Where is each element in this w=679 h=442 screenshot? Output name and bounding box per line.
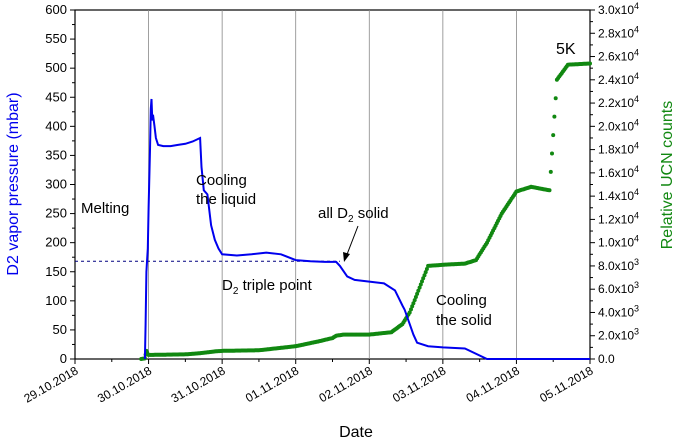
pressure-series	[143, 98, 590, 360]
annotation-cooling-solid-2: the solid	[436, 312, 492, 329]
y-left-tick-label: 450	[45, 89, 67, 104]
y-left-tick-label: 0	[60, 351, 67, 366]
annotation-all-d2-solid: all D2 solid	[318, 205, 389, 225]
annotation-melting: Melting	[81, 200, 129, 217]
x-tick-label: 01.11.2018	[243, 363, 302, 405]
x-tick-label: 05.11.2018	[537, 363, 596, 405]
annotation-arrow-line	[345, 225, 359, 258]
x-axis: 29.10.2018 30.10.2018 31.10.2018 01.11.2018…	[21, 359, 596, 406]
y-left-tick-label: 150	[45, 264, 67, 279]
y-left-tick-label: 400	[45, 118, 67, 133]
y-right-tick-label: 0.0	[598, 352, 615, 366]
ucn-point	[423, 270, 428, 275]
ucn-point	[416, 288, 421, 293]
ucn-point	[547, 188, 552, 193]
ucn-point	[418, 282, 423, 287]
annotation-cooling-liquid-1: Cooling	[196, 172, 247, 189]
y-right-tick-label: 2.4x104	[598, 71, 639, 87]
y-right-tick-label: 8.0x103	[598, 257, 639, 273]
annotation-cooling-liquid-2: the liquid	[196, 191, 256, 208]
y-right-tick-label: 2.6x104	[598, 48, 639, 64]
x-tick-label: 29.10.2018	[21, 363, 80, 405]
ucn-point	[421, 276, 426, 281]
y-right-tick-label: 1.4x104	[598, 187, 639, 203]
y-right-tick-label: 1.8x104	[598, 141, 639, 157]
ucn-point	[420, 279, 424, 284]
ucn-point	[407, 310, 412, 315]
x-tick-label: 31.10.2018	[169, 363, 228, 405]
y-left-tick-label: 600	[45, 2, 67, 17]
y-left-tick-label: 550	[45, 31, 67, 46]
annotation-triple-point: D2 triple point	[222, 277, 313, 297]
annotation-cooling-solid-1: Cooling	[436, 292, 487, 309]
y-left-tick-label: 350	[45, 147, 67, 162]
ucn-point	[424, 267, 429, 271]
x-tick-label: 03.11.2018	[390, 363, 449, 405]
y-right-tick-label: 1.0x104	[598, 234, 639, 250]
y-axis-right: 0.0 2.0x103 4.0x103 6.0x103 8.0x103 1.0x104 1.…	[590, 1, 639, 366]
y-axis-label-left: D2 vapor pressure (mbar)	[5, 92, 22, 275]
y-right-tick-label: 2.8x104	[598, 24, 639, 40]
ucn-series	[139, 61, 592, 361]
y-left-tick-label: 300	[45, 177, 67, 192]
y-right-tick-label: 4.0x103	[598, 303, 639, 319]
x-tick-label: 30.10.2018	[95, 363, 154, 405]
ucn-point	[551, 133, 556, 138]
y-right-tick-label: 2.0x104	[598, 117, 639, 133]
y-right-tick-label: 1.2x104	[598, 210, 639, 226]
y-left-tick-label: 500	[45, 60, 67, 75]
plot-area	[74, 9, 591, 360]
y-left-tick-label: 50	[53, 322, 67, 337]
ucn-point	[550, 151, 554, 156]
y-right-tick-label: 1.6x104	[598, 164, 639, 180]
y-axis-left: 0 50 100 150 200 250 300 350 400 450 500 550 600	[45, 2, 75, 366]
ucn-point	[411, 301, 416, 306]
x-axis-label: Date	[339, 424, 373, 441]
y-right-tick-label: 3.0x104	[598, 1, 639, 17]
ucn-point	[553, 96, 558, 101]
ucn-point	[409, 307, 413, 312]
ucn-point	[588, 61, 592, 66]
y-right-tick-label: 2.2x104	[598, 94, 639, 110]
y-right-tick-label: 6.0x103	[598, 280, 639, 296]
y-left-tick-label: 250	[45, 206, 67, 221]
x-tick-label: 04.11.2018	[464, 363, 523, 405]
grid	[148, 10, 517, 359]
ucn-point	[410, 304, 415, 309]
ucn-point	[548, 169, 553, 174]
y-left-tick-label: 100	[45, 293, 67, 308]
y-left-tick-label: 200	[45, 235, 67, 250]
y-right-tick-label: 2.0x103	[598, 327, 639, 343]
ucn-point	[412, 298, 417, 303]
annotation-arrow-head	[343, 252, 350, 262]
x-tick-label: 02.11.2018	[317, 363, 376, 405]
ucn-point	[422, 273, 427, 278]
ucn-point	[417, 285, 422, 290]
ucn-point	[415, 291, 420, 296]
annotation-5k: 5K	[556, 41, 576, 58]
y-axis-label-right: Relative UCN counts	[659, 101, 676, 250]
ucn-point	[552, 114, 557, 119]
ucn-point	[413, 295, 418, 299]
